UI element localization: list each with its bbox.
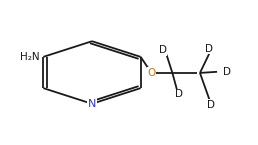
Text: H₂N: H₂N	[20, 52, 39, 62]
Text: D: D	[205, 44, 213, 54]
Text: O: O	[147, 68, 155, 77]
Text: D: D	[207, 99, 215, 109]
Text: N: N	[88, 99, 96, 109]
Text: D: D	[223, 67, 231, 77]
Text: D: D	[174, 89, 182, 99]
Text: D: D	[159, 45, 167, 55]
